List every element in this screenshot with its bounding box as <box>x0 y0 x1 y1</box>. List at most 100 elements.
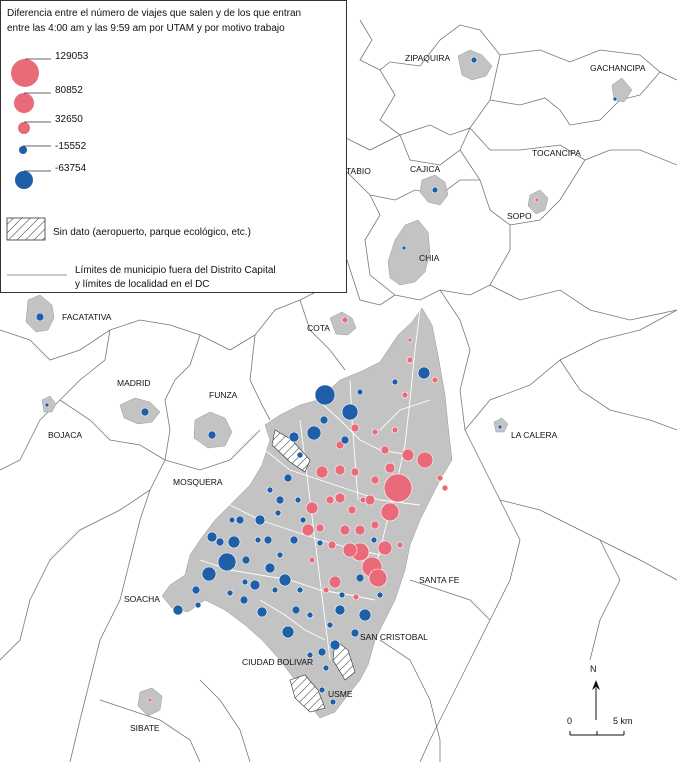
bubble-positive <box>368 568 388 588</box>
bubble-positive <box>380 502 400 522</box>
bubble-negative <box>318 686 326 694</box>
urban-areas <box>25 49 633 719</box>
bubble-negative <box>329 698 337 706</box>
bubble-positive <box>327 540 337 550</box>
bubble-positive <box>352 593 360 601</box>
bubble-negative <box>274 509 282 517</box>
legend-limits-line-1: Límites de municipio fuera del Distrito … <box>75 265 276 276</box>
bubble-positive <box>436 474 444 482</box>
municipality-label: GACHANCIPA <box>590 63 646 73</box>
bubble-positive <box>315 465 329 479</box>
bubble-negative <box>235 515 245 525</box>
bubble-positive <box>406 356 414 364</box>
bubble-negative <box>217 552 237 572</box>
bubble-negative <box>241 578 249 586</box>
bubble-negative <box>266 486 274 494</box>
bubble-negative <box>294 496 302 504</box>
municipality-label: CIUDAD BOLIVAR <box>242 657 313 667</box>
legend-value-2: 80852 <box>55 85 83 96</box>
legend-circle-80852 <box>14 93 34 113</box>
bubble-positive <box>401 391 409 399</box>
bubble-positive <box>342 542 358 558</box>
bubble-positive <box>322 586 330 594</box>
bubble-negative <box>239 595 249 605</box>
legend-value-3: 32650 <box>55 114 83 125</box>
legend-limits-label: Límites de municipio fuera del Distrito … <box>75 264 276 292</box>
bubbles-layer <box>35 56 618 706</box>
bubble-positive <box>305 501 319 515</box>
bubble-positive <box>370 475 380 485</box>
bubble-negative <box>249 579 261 591</box>
bubble-positive <box>370 520 380 530</box>
municipality-label: SAN CRISTOBAL <box>360 632 428 642</box>
legend-box: Diferencia entre el número de viajes que… <box>0 0 347 293</box>
bubble-positive <box>341 316 349 324</box>
bubble-negative <box>289 535 299 545</box>
bubble-negative <box>316 539 324 547</box>
legend-circle-129053 <box>11 59 39 87</box>
municipality-label: CAJICA <box>410 164 441 174</box>
bubble-negative <box>254 536 262 544</box>
bubble-negative <box>334 604 346 616</box>
bubble-negative <box>306 651 314 659</box>
compass-label: N <box>590 664 597 674</box>
municipality-label: ZIPAQUIRA <box>405 53 451 63</box>
legend-title-line-1: Diferencia entre el número de viajes que… <box>7 8 302 19</box>
bubble-positive <box>364 494 376 506</box>
bubble-negative <box>340 435 350 445</box>
legend-no-data-swatch <box>6 217 46 241</box>
bubble-negative <box>44 402 50 408</box>
bubble-negative <box>341 403 359 421</box>
bubble-negative <box>417 366 431 380</box>
usme-no-data <box>289 674 326 713</box>
bubble-negative <box>370 536 378 544</box>
park-no-data <box>332 639 356 681</box>
municipality-labels: ZIPAQUIRA GACHANCIPA TABIO CAJICA TOCANCIPA S… <box>48 53 646 733</box>
legend-value-5: -63754 <box>55 163 87 174</box>
bubble-positive <box>325 495 335 505</box>
legend-no-data-label: Sin dato (aeropuerto, parque ecológico, … <box>53 227 251 238</box>
municipality-label: MOSQUERA <box>173 477 223 487</box>
bubble-positive <box>315 523 325 533</box>
bubble-negative <box>172 604 184 616</box>
legend-title-line-2: entre las 4:00 am y las 9:59 am por UTAM… <box>7 23 285 34</box>
bubble-negative <box>306 611 314 619</box>
municipality-label: COTA <box>307 323 330 333</box>
bubble-negative <box>264 562 276 574</box>
bubble-positive <box>301 523 315 537</box>
legend-value-1: 129053 <box>55 51 89 62</box>
bubble-negative <box>356 388 364 396</box>
bubble-negative <box>283 473 293 483</box>
municipality-label: BOJACA <box>48 430 82 440</box>
municipality-label: MADRID <box>117 378 151 388</box>
scale-end-label: 5 km <box>613 716 633 726</box>
bubble-negative <box>227 535 241 549</box>
bubble-negative <box>207 430 217 440</box>
bubble-negative <box>296 451 304 459</box>
bubble-negative <box>317 647 327 657</box>
municipality-label: TABIO <box>346 166 371 176</box>
bubble-negative <box>314 384 336 406</box>
bubble-negative <box>355 573 365 583</box>
legend-circle-neg15552 <box>19 146 27 154</box>
bubble-positive <box>391 426 399 434</box>
municipality-label: FACATATIVA <box>62 312 112 322</box>
bubble-negative <box>206 531 218 543</box>
bubble-negative <box>376 591 384 599</box>
bubble-negative <box>201 566 217 582</box>
bubble-negative <box>275 495 285 505</box>
bubble-negative <box>358 608 372 622</box>
bubble-positive <box>334 464 346 476</box>
bubble-negative <box>612 96 618 102</box>
bubble-negative <box>278 573 292 587</box>
bubble-positive <box>359 496 367 504</box>
bubble-negative <box>256 606 268 618</box>
municipality-label: FUNZA <box>209 390 238 400</box>
bubble-positive <box>384 462 396 474</box>
bubble-negative <box>391 378 399 386</box>
bubble-negative <box>281 625 295 639</box>
bubble-negative <box>276 551 284 559</box>
bubble-negative <box>322 664 330 672</box>
bubble-positive <box>354 524 366 536</box>
municipal-boundaries <box>0 19 677 762</box>
